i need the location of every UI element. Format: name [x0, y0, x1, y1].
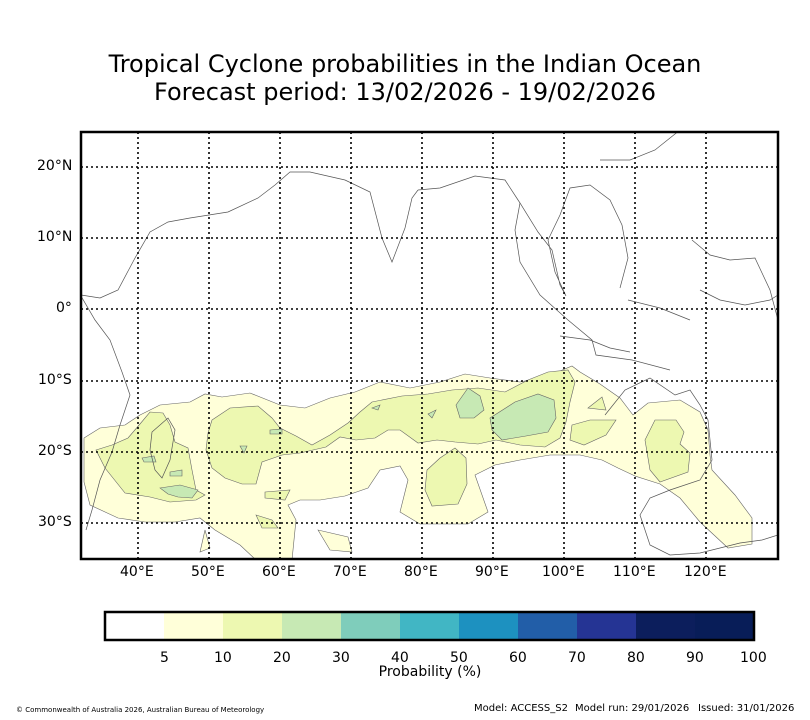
colorbar-bin-4: [341, 612, 400, 640]
lat-label-20s: 20°S: [38, 443, 72, 459]
lon-label-40e: 40°E: [120, 564, 154, 580]
colorbar: [103, 610, 756, 642]
colorbar-bin-6: [459, 612, 518, 640]
colorbar-tick: 60: [509, 650, 527, 666]
colorbar-bin-5: [400, 612, 459, 640]
model-name: Model: ACCESS_S2: [474, 703, 568, 714]
lat-label-10n: 10°N: [37, 229, 73, 245]
lon-label-90e: 90°E: [475, 564, 509, 580]
lon-label-80e: 80°E: [404, 564, 438, 580]
colorbar-tick: 50: [450, 650, 468, 666]
lon-label-120e: 120°E: [684, 564, 727, 580]
model-run-date: Model run: 29/01/2026: [575, 703, 690, 714]
colorbar-tick: 90: [686, 650, 704, 666]
lon-label-50e: 50°E: [191, 564, 225, 580]
colorbar-bin-10: [695, 612, 754, 640]
map-frame: [79, 130, 780, 561]
colorbar-bin-8: [577, 612, 636, 640]
colorbar-label: Probability (%): [378, 664, 482, 680]
issued-date: Issued: 31/01/2026: [698, 703, 795, 714]
coastline: [81, 132, 778, 556]
colorbar-bin-3: [282, 612, 341, 640]
colorbar-bin-0: [105, 612, 164, 640]
colorbar-bin-1: [164, 612, 223, 640]
colorbar-tick: 10: [214, 650, 232, 666]
colorbar-tick: 100: [740, 650, 767, 666]
lat-label-10s: 10°S: [38, 372, 72, 388]
colorbar-bin-9: [636, 612, 695, 640]
lat-label-0: 0°: [56, 300, 72, 316]
colorbar-tick: 20: [273, 650, 291, 666]
graticule: [81, 132, 778, 559]
colorbar-frame: [103, 610, 756, 642]
colorbar-bin-7: [518, 612, 577, 640]
lat-label-30s: 30°S: [38, 514, 72, 530]
lat-label-20n: 20°N: [37, 158, 73, 174]
colorbar-bin-2: [223, 612, 282, 640]
lon-label-110e: 110°E: [613, 564, 656, 580]
lon-label-60e: 60°E: [262, 564, 296, 580]
lon-label-70e: 70°E: [333, 564, 367, 580]
colorbar-tick: 40: [391, 650, 409, 666]
colorbar-tick: 30: [332, 650, 350, 666]
colorbar-tick: 5: [160, 650, 169, 666]
copyright-notice: © Commonwealth of Australia 2026, Austra…: [16, 706, 265, 714]
colorbar-tick: 70: [568, 650, 586, 666]
colorbar-tick: 80: [627, 650, 645, 666]
map-title-line1: Tropical Cyclone probabilities in the In…: [108, 50, 702, 78]
lon-label-100e: 100°E: [542, 564, 585, 580]
map-title-line2: Forecast period: 13/02/2026 - 19/02/2026: [154, 78, 656, 106]
probability-20-30-area: [141, 387, 557, 499]
